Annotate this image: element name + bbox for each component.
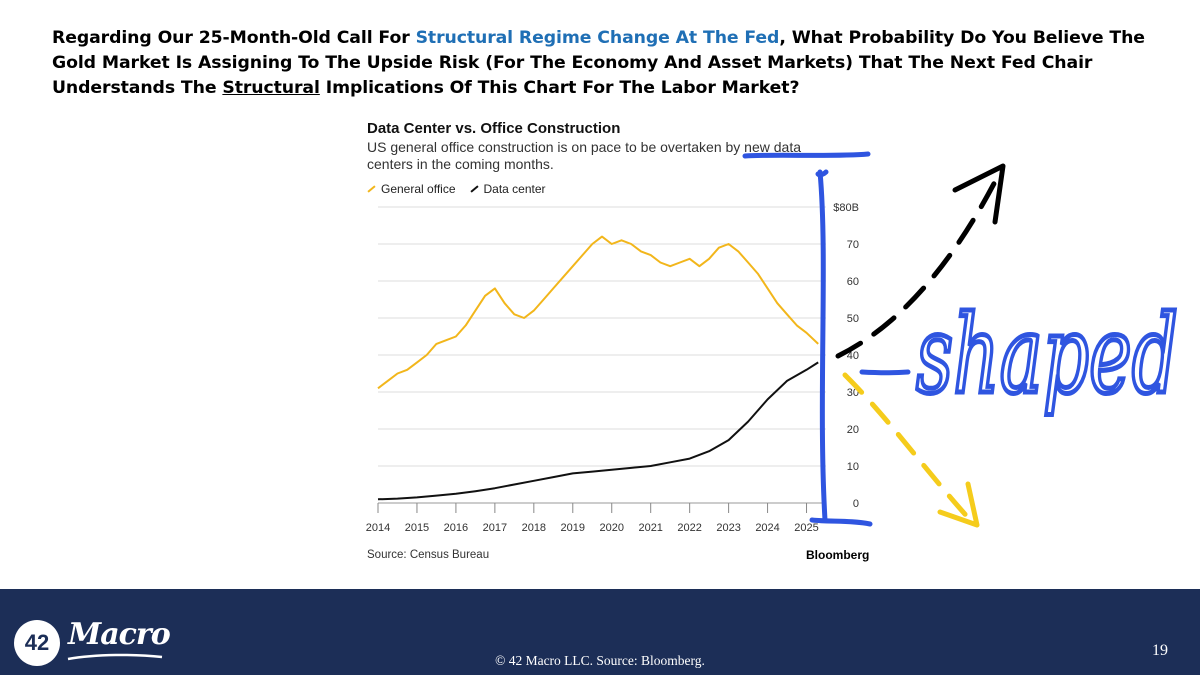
blue-bracket-annotation xyxy=(742,151,873,527)
yellow-dashed-arrow-down xyxy=(842,372,975,525)
x-tick-label: 2019 xyxy=(561,522,585,534)
series-lines xyxy=(377,235,819,501)
x-tick-label: 2014 xyxy=(366,522,390,534)
legend-label-data-center: Data center xyxy=(483,182,546,196)
x-tick-label: 2021 xyxy=(638,522,662,534)
headline-underlined-word: Structural xyxy=(222,78,320,98)
x-tick-label: 2017 xyxy=(483,522,507,534)
x-tick-label: 2020 xyxy=(599,522,623,534)
page-number: 19 xyxy=(1152,642,1168,659)
headline-part-1: Regarding Our 25-Month-Old Call For xyxy=(52,28,416,48)
chart-title: Data Center vs. Office Construction xyxy=(367,120,621,137)
y-tick-label: 20 xyxy=(847,424,859,436)
footer-copyright: © 42 Macro LLC. Source: Bloomberg. xyxy=(495,653,705,668)
x-tick-label: 2022 xyxy=(677,522,701,534)
chart-legend: General office Data center xyxy=(367,182,546,196)
series-line-general-office xyxy=(377,235,819,390)
slide-headline: Regarding Our 25-Month-Old Call For Stru… xyxy=(52,26,1162,101)
arrowhead-up-icon xyxy=(952,163,1006,225)
chart-source: Source: Census Bureau xyxy=(367,549,490,561)
x-tick-label: 2025 xyxy=(794,522,818,534)
legend-item-general-office: General office xyxy=(367,182,456,196)
logo-macro-wordmark: Macro xyxy=(68,617,171,652)
gridlines xyxy=(377,206,826,513)
arrowhead-down-icon xyxy=(937,481,980,528)
y-tick-label: 40 xyxy=(847,350,859,362)
y-tick-label: 50 xyxy=(847,313,859,325)
y-tick-label: 0 xyxy=(853,498,859,510)
logo-swoosh-icon xyxy=(67,653,163,661)
slide-footer xyxy=(0,589,1200,675)
y-tick-label: 30 xyxy=(847,387,859,399)
chart-panel xyxy=(360,110,880,580)
x-tick-label: 2015 xyxy=(405,522,429,534)
annotation-shaped-text: shaped xyxy=(916,293,1178,418)
headline-part-3: Implications Of This Chart For The Labor… xyxy=(319,78,800,98)
y-tick-label: $80B xyxy=(833,202,859,214)
x-tick-label: 2024 xyxy=(755,522,779,534)
x-tick-label: 2023 xyxy=(716,522,740,534)
y-tick-labels: $80B 70 60 50 40 30 20 10 0 xyxy=(833,202,859,510)
legend-item-data-center: Data center xyxy=(469,182,546,196)
headline-highlight: Structural Regime Change At The Fed xyxy=(415,28,780,48)
y-tick-label: 60 xyxy=(847,276,859,288)
chart-subtitle: US general office construction is on pac… xyxy=(367,139,802,172)
y-tick-label: 10 xyxy=(847,461,859,473)
hand-drawn-annotations: shaped xyxy=(742,151,1181,528)
x-tick-label: 2016 xyxy=(444,522,468,534)
x-tick-label: 2018 xyxy=(522,522,546,534)
legend-label-general-office: General office xyxy=(381,182,456,196)
blue-dash-annotation xyxy=(859,369,911,376)
black-dashed-arrow-up xyxy=(835,169,1003,359)
series-line-data-center xyxy=(377,361,819,501)
logo-42-badge: 42 xyxy=(14,620,60,666)
x-tick-labels: 2014 2015 2016 2017 2018 2019 2020 2021 2022 2023… xyxy=(366,522,819,534)
chart-brand: Bloomberg xyxy=(806,548,870,562)
y-tick-label: 70 xyxy=(847,239,859,251)
headline-part-2: , What Probability Do You Believe The Go… xyxy=(52,28,1145,98)
